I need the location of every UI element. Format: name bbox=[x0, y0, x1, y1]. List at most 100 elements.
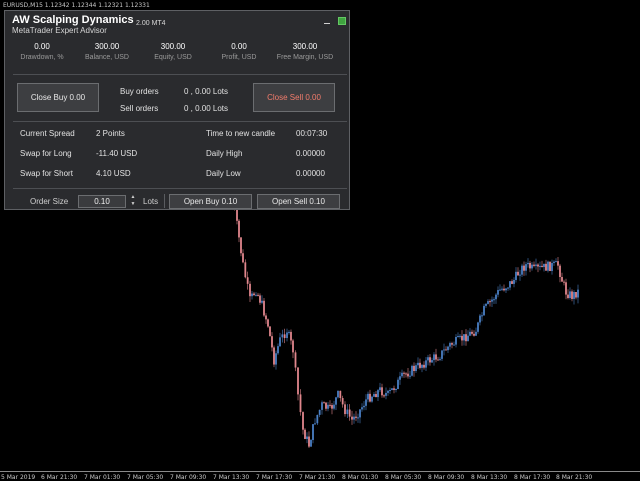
candle-body bbox=[314, 423, 316, 425]
time-axis-label: 8 Mar 09:30 bbox=[428, 474, 465, 481]
time-axis-label: 7 Mar 17:30 bbox=[256, 474, 293, 481]
chevron-up-icon[interactable]: ▲ bbox=[130, 194, 136, 200]
stat-value: 0.00 bbox=[231, 42, 247, 51]
swap-short-label: Swap for Short bbox=[20, 169, 73, 178]
time-axis: 5 Mar 2019 6 Mar 21:30 7 Mar 01:30 7 Mar 05… bbox=[0, 471, 640, 481]
candle-body bbox=[337, 390, 339, 398]
candle-body bbox=[479, 315, 481, 323]
candle-body bbox=[433, 354, 435, 361]
candle-body bbox=[483, 305, 485, 316]
candle-body bbox=[503, 288, 505, 291]
candle-body bbox=[335, 397, 337, 405]
time-axis-label: 8 Mar 05:30 bbox=[385, 474, 422, 481]
candle-body bbox=[391, 388, 393, 391]
candle-body bbox=[575, 291, 577, 298]
candle-body bbox=[277, 346, 279, 354]
candle-body bbox=[519, 274, 521, 276]
daily-high-value: 0.00000 bbox=[296, 149, 325, 158]
candle-body bbox=[257, 294, 259, 296]
candle-body bbox=[297, 367, 299, 395]
candle-body bbox=[487, 301, 489, 304]
candle-body bbox=[271, 336, 273, 348]
candle-body bbox=[449, 343, 451, 347]
stat-value: 300.00 bbox=[94, 42, 120, 51]
candle-body bbox=[463, 334, 465, 341]
candle-body bbox=[445, 349, 447, 351]
candle-body bbox=[411, 365, 413, 376]
time-axis-label: 7 Mar 21:30 bbox=[299, 474, 336, 481]
candle-body bbox=[413, 365, 415, 371]
candle-body bbox=[387, 390, 389, 393]
candle-body bbox=[316, 414, 319, 424]
brand-subtitle: MetaTrader Expert Advisor bbox=[12, 26, 107, 35]
candle-body bbox=[511, 281, 513, 284]
spread-value: 2 Points bbox=[96, 129, 125, 138]
candle-body bbox=[375, 394, 377, 398]
minimize-icon[interactable] bbox=[323, 18, 331, 26]
stat-value: 0.00 bbox=[34, 42, 50, 51]
status-indicator-icon[interactable] bbox=[338, 17, 346, 25]
candle-body bbox=[473, 333, 475, 336]
candle-body bbox=[331, 405, 333, 409]
close-sell-button[interactable]: Close Sell 0.00 bbox=[253, 83, 335, 112]
chevron-down-icon[interactable]: ▼ bbox=[130, 201, 136, 207]
order-size-input[interactable]: 0.10 bbox=[78, 195, 126, 208]
candle-body bbox=[567, 294, 569, 299]
candle-body bbox=[240, 237, 242, 254]
candle-body bbox=[537, 264, 539, 267]
candle-body bbox=[533, 264, 535, 266]
candle-body bbox=[423, 364, 425, 368]
candle-body bbox=[306, 436, 308, 439]
candle-timer-label: Time to new candle bbox=[206, 129, 276, 138]
open-buy-button[interactable]: Open Buy 0.10 bbox=[169, 194, 252, 209]
candle-body bbox=[543, 263, 545, 267]
candle-body bbox=[346, 409, 349, 415]
candle-body bbox=[553, 261, 555, 264]
candle-body bbox=[509, 281, 511, 288]
candle-body bbox=[359, 409, 361, 418]
buy-orders-label: Buy orders bbox=[120, 87, 159, 96]
candle-body bbox=[403, 372, 405, 374]
candle-body bbox=[493, 299, 495, 301]
candle-body bbox=[249, 283, 251, 297]
candle-timer-value: 00:07:30 bbox=[296, 129, 328, 138]
candle-body bbox=[435, 354, 437, 360]
candle-body bbox=[348, 409, 351, 417]
candle-body bbox=[263, 300, 265, 316]
candle-body bbox=[475, 331, 477, 336]
candle-body bbox=[401, 372, 403, 377]
candle-body bbox=[535, 264, 537, 266]
swap-long-label: Swap for Long bbox=[20, 149, 72, 158]
candle-body bbox=[427, 357, 429, 361]
candle-body bbox=[397, 379, 399, 390]
order-size-stepper[interactable]: ▲ ▼ bbox=[130, 194, 136, 208]
candle-body bbox=[559, 265, 561, 277]
candle-body bbox=[236, 207, 238, 221]
candle-body bbox=[383, 395, 385, 397]
candle-body bbox=[461, 335, 463, 341]
candle-body bbox=[415, 365, 417, 371]
open-sell-button[interactable]: Open Sell 0.10 bbox=[257, 194, 340, 209]
candle-body bbox=[290, 331, 292, 341]
candle-body bbox=[497, 290, 499, 295]
candle-body bbox=[299, 394, 302, 413]
candle-body bbox=[321, 402, 323, 410]
candle-body bbox=[419, 362, 421, 368]
candle-body bbox=[344, 404, 346, 415]
candle-body bbox=[565, 282, 567, 295]
candle-body bbox=[369, 393, 371, 402]
candle-body bbox=[353, 416, 355, 420]
candle-body bbox=[246, 277, 249, 284]
candle-body bbox=[253, 293, 255, 296]
candle-body bbox=[259, 295, 261, 303]
candle-body bbox=[541, 265, 543, 267]
candle-body bbox=[385, 392, 387, 396]
close-buy-button[interactable]: Close Buy 0.00 bbox=[17, 83, 99, 112]
candle-body bbox=[425, 360, 427, 368]
candle-body bbox=[310, 439, 312, 447]
time-axis-label: 8 Mar 01:30 bbox=[342, 474, 379, 481]
candle-body bbox=[405, 373, 407, 375]
candle-body bbox=[379, 387, 381, 391]
candle-body bbox=[325, 402, 327, 409]
